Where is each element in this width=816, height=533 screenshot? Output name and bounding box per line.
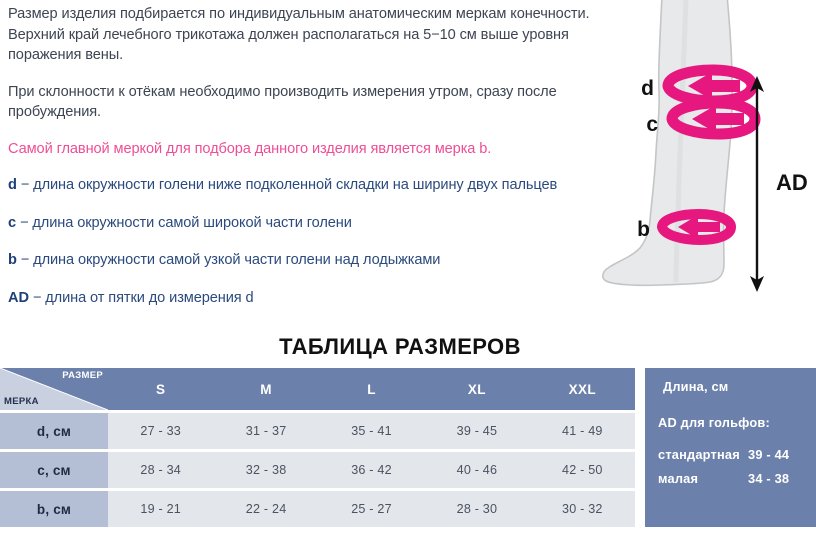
- size-header-xxl: XXL: [568, 381, 597, 397]
- page-title: ТАБЛИЦА РАЗМЕРОВ: [279, 334, 521, 359]
- cell-c-m: 32 - 38: [245, 463, 287, 477]
- measure-text-c: длина окружности самой широкой части гол…: [32, 214, 352, 231]
- highlight-note: Самой главной меркой для подбора данного…: [8, 140, 492, 157]
- measure-text-ad: длина от пятки до измерения d: [45, 289, 254, 306]
- diagram-label-d: d: [641, 77, 654, 100]
- measure-key-d: d: [8, 177, 17, 193]
- measure-key-ad: AD: [8, 289, 29, 306]
- diagram-label-c: c: [646, 113, 658, 136]
- row-values-c: 28 - 34 32 - 38 36 - 42 40 - 46 42 - 50: [108, 452, 635, 488]
- cell-d-m: 31 - 37: [245, 424, 287, 438]
- cell-d-xl: 39 - 45: [456, 424, 498, 438]
- measure-arrow-b-icon: [656, 208, 737, 246]
- row-values-d: 27 - 33 31 - 37 35 - 41 39 - 45 41 - 49: [108, 413, 635, 449]
- size-header-xl: XL: [467, 381, 486, 397]
- table-row: d, см 27 - 33 31 - 37 35 - 41 39 - 45 41…: [0, 413, 635, 449]
- size-header-s: S: [156, 381, 166, 397]
- intro-paragraph-2: При склонности к отёкам необходимо произ…: [8, 83, 557, 121]
- table-row: b, см 19 - 21 22 - 24 25 - 27 28 - 30 30…: [0, 491, 635, 527]
- measurement-definition-b: b − длина окружности самой узкой части г…: [8, 250, 598, 271]
- info-section: Размер изделия подбирается по индивидуал…: [8, 0, 816, 330]
- size-header-row: S M L XL XXL: [108, 368, 635, 410]
- length-panel-subtitle: AD для гольфов:: [658, 415, 770, 430]
- measure-key-c: c: [8, 214, 17, 231]
- row-label-d: d, см: [0, 413, 108, 449]
- ad-dimension-arrow-icon: [750, 76, 764, 292]
- diagram-label-b: b: [637, 218, 650, 241]
- measurement-definition-ad: AD − длина от пятки до измерения d: [8, 288, 598, 309]
- measurement-definition-d: d − длина окружности голени ниже подколе…: [8, 175, 598, 196]
- cell-c-xxl: 42 - 50: [562, 463, 603, 477]
- measure-dash-ad: −: [28, 289, 46, 306]
- row-values-b: 19 - 21 22 - 24 25 - 27 28 - 30 30 - 32: [108, 491, 635, 527]
- length-row-value-small: 34 - 38: [748, 471, 790, 486]
- length-row-value-standard: 39 - 44: [748, 447, 790, 462]
- size-header-m: M: [260, 381, 272, 397]
- cell-c-s: 28 - 34: [140, 463, 181, 477]
- measure-text-b: длина окружности самой узкой части голен…: [33, 252, 441, 268]
- intro-text-block: Размер изделия подбирается по индивидуал…: [8, 4, 598, 325]
- length-panel-row-small: малая 34 - 38: [658, 471, 806, 486]
- row-label-b: b, см: [0, 491, 108, 527]
- measure-arrow-c-icon: [666, 97, 761, 140]
- cell-c-xl: 40 - 46: [456, 463, 498, 477]
- cell-d-l: 35 - 41: [351, 424, 392, 438]
- cell-b-m: 22 - 24: [245, 502, 287, 516]
- length-row-name-small: малая: [658, 471, 699, 486]
- length-panel-row-standard: стандартная 39 - 44: [658, 447, 806, 462]
- cell-b-l: 25 - 27: [351, 502, 392, 516]
- cell-b-xxl: 30 - 32: [562, 502, 603, 516]
- size-header-l: L: [367, 381, 376, 397]
- table-row: с, см 28 - 34 32 - 38 36 - 42 40 - 46 42…: [0, 452, 635, 488]
- row-label-c: с, см: [0, 452, 108, 488]
- diagram-label-ad: AD: [776, 170, 808, 195]
- measurement-definition-c: c − длина окружности самой широкой части…: [8, 213, 598, 234]
- corner-label-measure: МЕРКА: [4, 396, 39, 407]
- length-row-name-standard: стандартная: [658, 447, 740, 462]
- intro-paragraph-1: Размер изделия подбирается по индивидуал…: [8, 6, 590, 63]
- corner-label-size: РАЗМЕР: [62, 370, 103, 381]
- measure-text-d: длина окружности голени ниже подколенной…: [33, 177, 558, 193]
- length-info-panel: Длина, см AD для гольфов: стандартная 39…: [645, 368, 816, 527]
- size-table: РАЗМЕР МЕРКА S M L XL XXL d, см 27 - 33 …: [0, 368, 816, 533]
- cell-d-s: 27 - 33: [140, 424, 181, 438]
- measure-dash-b: −: [16, 252, 34, 268]
- table-corner-header: РАЗМЕР МЕРКА: [0, 368, 108, 410]
- cell-b-xl: 28 - 30: [456, 502, 498, 516]
- corner-diagonal-icon: [0, 368, 108, 410]
- measure-key-b: b: [8, 252, 17, 268]
- cell-d-xxl: 41 - 49: [562, 424, 603, 438]
- cell-b-s: 19 - 21: [140, 502, 181, 516]
- length-panel-title: Длина, см: [663, 379, 729, 394]
- cell-c-l: 36 - 42: [351, 463, 392, 477]
- measure-dash-c: −: [16, 214, 33, 231]
- leg-measurement-diagram: d c b AD: [600, 0, 816, 330]
- measure-dash-d: −: [16, 177, 34, 193]
